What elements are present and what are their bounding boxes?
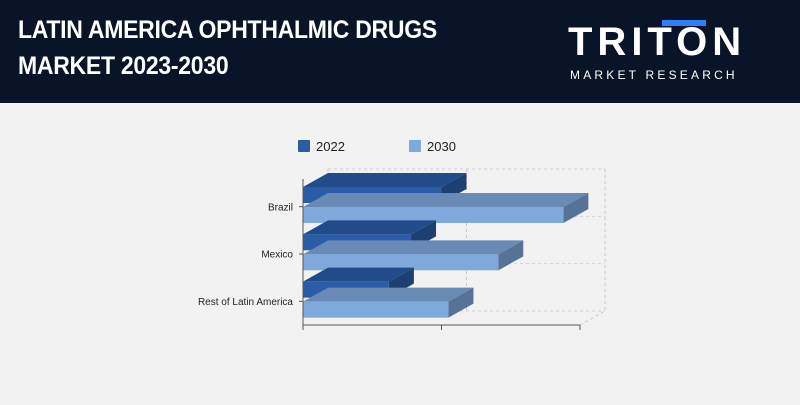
category-label: Mexico	[261, 250, 293, 261]
page-title: LATIN AMERICA OPHTHALMIC DRUGS MARKET 20…	[18, 12, 437, 84]
bar-top-face	[303, 193, 589, 207]
axes: Brazil Mexico Rest of Latin America	[198, 179, 606, 330]
category-label: Brazil	[268, 202, 293, 213]
bar-top-face	[303, 240, 524, 255]
bar-top-face	[303, 287, 474, 302]
title-line-1: LATIN AMERICA OPHTHALMIC DRUGS	[18, 16, 437, 44]
legend-swatch	[298, 140, 310, 152]
bar-side-face	[498, 240, 524, 271]
chart-area: Brazil Mexico Rest of Latin America 2022 20…	[0, 103, 800, 400]
bar-2030-mexico	[303, 240, 524, 271]
bar-top-face	[303, 173, 467, 187]
bar-side-face	[563, 193, 589, 223]
category-label: Rest of Latin America	[198, 297, 293, 308]
bars	[303, 173, 589, 318]
header-banner: LATIN AMERICA OPHTHALMIC DRUGS MARKET 20…	[0, 0, 800, 103]
logo-accent-bar	[662, 20, 706, 26]
bar-top-face	[303, 220, 437, 235]
legend-swatch	[409, 140, 421, 152]
bar-side-face	[448, 287, 474, 318]
title-line-2: MARKET 2023-2030	[18, 52, 229, 80]
brand-logo: TRITON MARKET RESEARCH	[568, 18, 758, 84]
logo-wordmark: TRITON	[568, 20, 747, 64]
bar-2030-rest-of-latin-america	[303, 287, 474, 318]
floor-edge	[579, 310, 606, 326]
legend-item-2022: 2022	[298, 139, 345, 154]
logo-subtitle: MARKET RESEARCH	[570, 68, 738, 82]
bar-2030-brazil	[303, 193, 589, 223]
bar-front-face	[303, 207, 564, 223]
bar-front-face	[303, 301, 449, 318]
bar-top-face	[303, 267, 414, 282]
bar-front-face	[303, 254, 499, 271]
legend: 2022 2030	[298, 139, 456, 154]
legend-label: 2022	[316, 139, 345, 154]
legend-label: 2030	[427, 139, 456, 154]
legend-item-2030: 2030	[409, 139, 456, 154]
